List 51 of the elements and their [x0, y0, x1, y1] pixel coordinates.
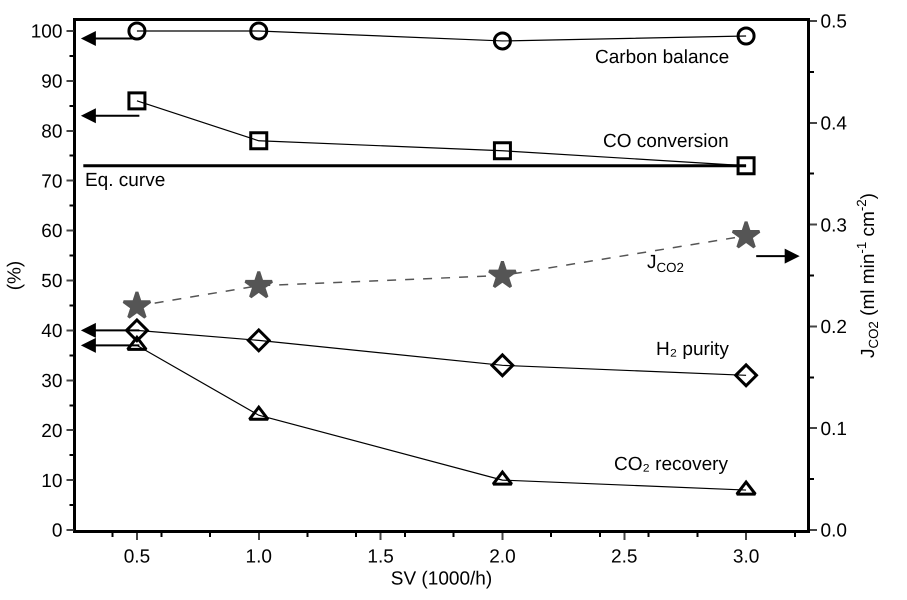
y-tick-label: 70	[41, 171, 62, 192]
x-tick-label: 3.0	[732, 546, 760, 568]
x-tick-label: 2.0	[489, 546, 516, 568]
point	[127, 21, 146, 40]
y2-tick-label: 0.5	[820, 12, 847, 33]
point	[492, 470, 514, 486]
series-label: H₂ purity	[656, 339, 730, 360]
y-tick-label: 60	[41, 221, 62, 242]
y-tick-label: 40	[41, 321, 62, 342]
point	[736, 156, 756, 176]
y-tick-label: 30	[41, 370, 62, 392]
point	[734, 363, 758, 388]
point	[248, 406, 270, 421]
y-tick-label: 100	[30, 22, 62, 43]
point	[126, 336, 148, 351]
y-tick-label: 20	[41, 420, 62, 442]
y-axis-title: (%)	[4, 260, 26, 290]
series-label: J$_{CO2}$	[647, 252, 684, 275]
point	[731, 220, 761, 249]
y-tick-label: 10	[41, 470, 62, 492]
point	[492, 141, 512, 160]
ref-line-label: Eq. curve	[85, 170, 166, 191]
x-axis-title: SV (1000/h)	[390, 568, 492, 590]
y2-tick-label: 0.4	[820, 113, 848, 134]
point	[249, 21, 268, 40]
point	[244, 270, 274, 299]
point	[736, 26, 756, 46]
y2-tick-label: 0.2	[820, 317, 847, 338]
x-tick-label: 1.0	[246, 546, 272, 568]
point	[490, 353, 514, 378]
y-tick-label: 80	[41, 121, 62, 142]
x-tick-label: 2.5	[611, 546, 638, 568]
point	[127, 91, 146, 110]
y-tick-label: 0	[52, 520, 62, 542]
series-label: Carbon balance	[595, 47, 730, 68]
x-tick-label: 1.5	[367, 546, 394, 568]
point	[125, 318, 149, 342]
point	[488, 260, 518, 288]
y-tick-label: 90	[41, 72, 62, 93]
point	[492, 31, 512, 50]
point	[122, 290, 152, 319]
series-label: CO₂ recovery	[614, 454, 729, 475]
series-label: CO conversion	[603, 131, 729, 152]
point	[735, 480, 757, 496]
y2-tick-label: 0.1	[820, 418, 847, 440]
x-tick-label: 0.5	[124, 546, 150, 568]
point	[249, 131, 268, 150]
y-tick-label: 50	[41, 271, 62, 292]
y2-tick-label: 0.3	[820, 215, 847, 236]
point	[246, 328, 271, 352]
y2-tick-label: 0.0	[820, 520, 847, 542]
